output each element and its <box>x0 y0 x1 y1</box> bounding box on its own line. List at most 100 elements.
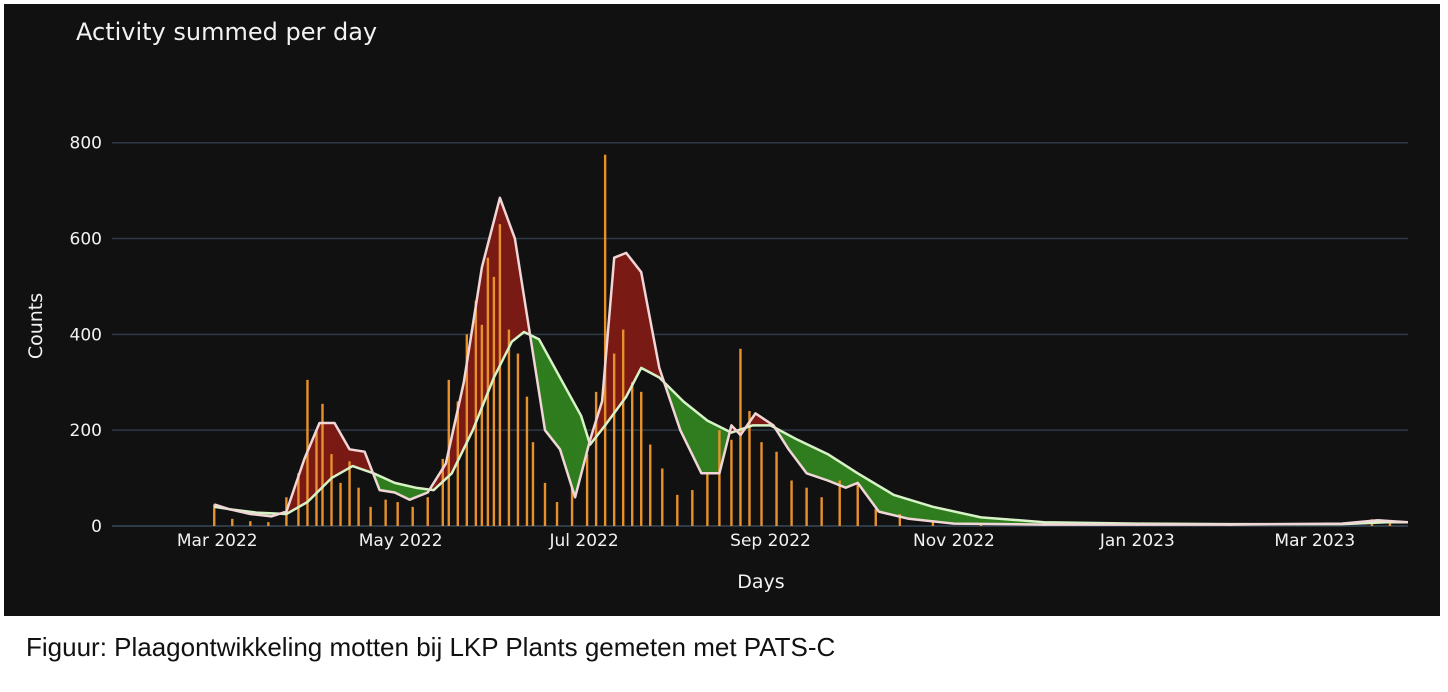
daily-bar <box>525 396 529 526</box>
daily-bar <box>730 439 733 526</box>
fill-below-segment <box>890 492 895 516</box>
fill-below-segment <box>544 349 549 435</box>
fill-above-segment <box>628 255 633 392</box>
fill-below-segment <box>827 453 831 483</box>
daily-bar <box>874 509 877 526</box>
daily-bar <box>492 276 496 526</box>
fill-above-segment <box>511 230 516 343</box>
fill-below-segment <box>896 495 901 518</box>
daily-bar <box>213 504 216 526</box>
daily-bar <box>267 522 270 526</box>
fill-above-segment <box>616 254 621 410</box>
fill-below-segment <box>950 510 955 524</box>
x-tick-label: Jul 2022 <box>548 531 618 551</box>
fill-below-segment <box>824 452 828 481</box>
daily-bar <box>384 499 387 526</box>
fill-below-segment <box>704 417 708 474</box>
daily-bar <box>739 348 742 526</box>
fill-above-segment <box>508 222 513 348</box>
fill-below-segment <box>710 421 714 474</box>
fill-below-segment <box>947 509 952 524</box>
fill-below-segment <box>547 355 552 439</box>
x-tick-label: Mar 2023 <box>1274 531 1355 551</box>
daily-bar <box>640 391 643 526</box>
chart-title: Activity summed per day <box>76 18 377 46</box>
daily-bar <box>369 506 372 526</box>
y-tick-label: 200 <box>70 421 102 441</box>
fill-below-segment <box>815 447 819 478</box>
fill-below-segment <box>565 388 570 479</box>
fill-below-segment <box>812 446 816 477</box>
fill-above-segment <box>325 422 329 485</box>
daily-bar <box>612 353 616 526</box>
fill-below-segment <box>938 507 943 523</box>
fill-below-segment <box>923 503 928 522</box>
fill-below-segment <box>833 457 837 485</box>
fill-below-segment <box>884 488 889 515</box>
daily-bar <box>339 482 342 526</box>
y-tick-label: 600 <box>70 230 102 250</box>
fill-above-segment <box>637 267 642 374</box>
daily-bar <box>465 334 469 526</box>
fill-below-segment <box>830 455 834 484</box>
fill-below-segment <box>553 366 558 447</box>
fill-below-segment <box>929 505 934 522</box>
fill-below-segment <box>908 499 913 520</box>
daily-bar <box>706 473 709 526</box>
daily-bar <box>498 224 502 527</box>
x-tick-label: Jan 2023 <box>1099 531 1175 551</box>
fill-below-segment <box>920 502 925 521</box>
daily-bar <box>474 300 478 526</box>
daily-bar <box>661 468 664 526</box>
fill-below-segment <box>881 487 886 514</box>
x-tick-label: Sep 2022 <box>730 531 811 551</box>
daily-bar <box>621 329 625 526</box>
fill-below-segment <box>556 371 561 451</box>
fill-below-segment <box>932 506 937 523</box>
daily-bar <box>631 382 634 526</box>
y-tick-label: 800 <box>70 134 102 154</box>
daily-bar <box>231 518 234 526</box>
fill-above-segment <box>355 449 359 469</box>
daily-bar <box>820 497 823 526</box>
x-tick-label: Nov 2022 <box>913 531 995 551</box>
daily-bar <box>585 454 589 526</box>
daily-bar <box>543 482 547 526</box>
daily-bar <box>931 520 935 526</box>
fill-below-segment <box>917 501 922 521</box>
fill-below-segment <box>926 504 931 522</box>
fill-above-segment <box>352 449 356 468</box>
x-tick-label: Mar 2022 <box>177 531 258 551</box>
fill-below-segment <box>821 450 825 480</box>
daily-bar <box>790 480 793 526</box>
fill-above-segment <box>625 252 630 397</box>
fill-above-segment <box>634 263 639 380</box>
fill-below-segment <box>550 360 555 443</box>
fill-below-segment <box>806 443 810 475</box>
daily-bar <box>249 521 252 526</box>
fill-below-segment <box>559 377 564 460</box>
daily-bar <box>898 514 902 526</box>
fill-below-segment <box>842 463 846 489</box>
fill-above-segment <box>631 259 636 386</box>
fill-below-segment <box>571 399 576 498</box>
daily-bar <box>603 154 607 526</box>
fill-below-segment <box>695 410 699 468</box>
trend-lines <box>213 196 1409 526</box>
fill-below-segment <box>905 498 910 520</box>
daily-bar <box>805 487 808 526</box>
daily-bar <box>691 490 694 526</box>
fill-below-segment <box>935 507 940 523</box>
daily-bar <box>426 497 429 526</box>
fill-below-segment <box>707 420 711 474</box>
x-axis-title: Days <box>737 571 784 593</box>
daily-bar <box>748 411 751 526</box>
daily-bar <box>516 353 520 526</box>
fill-above-segment <box>334 421 338 477</box>
daily-bar <box>297 473 300 526</box>
y-tick-label: 0 <box>91 517 102 537</box>
fast-average-line <box>213 196 1409 526</box>
fill-above-segment <box>502 205 507 360</box>
daily-bar <box>594 391 598 526</box>
slow-average-line <box>214 330 1408 526</box>
